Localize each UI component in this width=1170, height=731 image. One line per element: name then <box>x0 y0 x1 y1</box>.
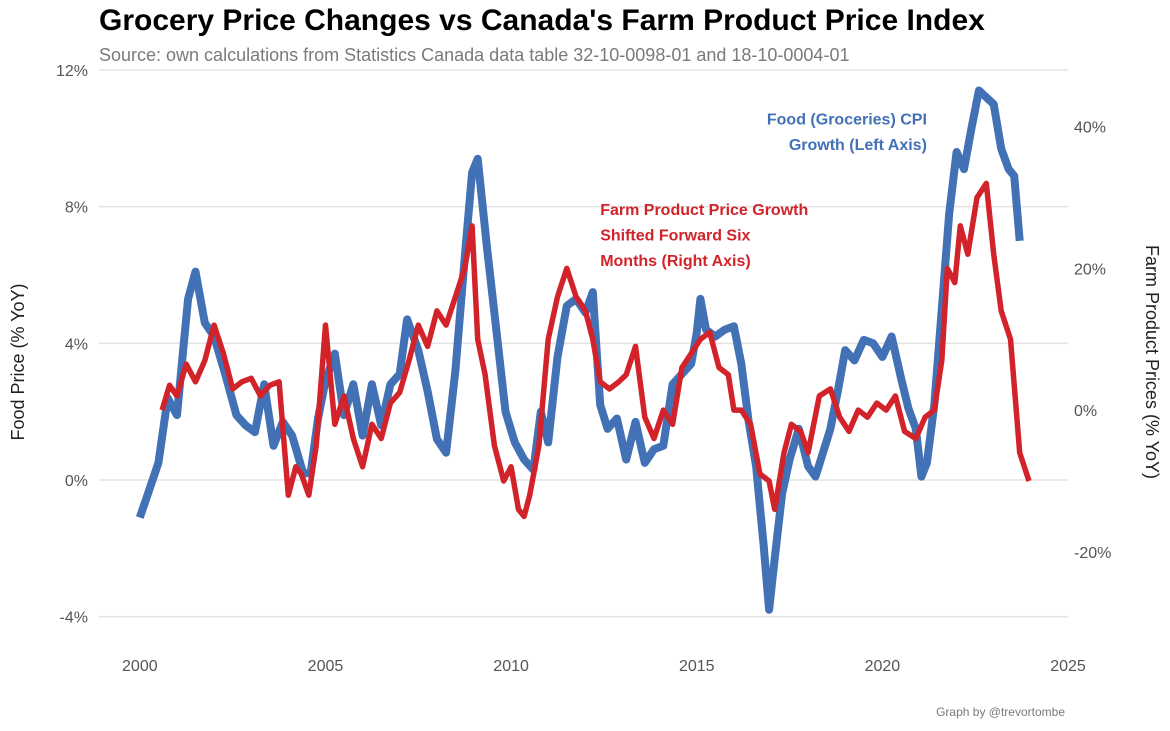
y-tick-label: 8% <box>65 200 88 217</box>
farm-price-line <box>159 180 1032 520</box>
farm-price-annotation: Shifted Forward Six <box>600 228 750 245</box>
y-tick-label: 12% <box>56 63 88 80</box>
x-tick-label: 2020 <box>865 658 901 675</box>
x-tick-label: 2015 <box>679 658 715 675</box>
y2-axis-title: Farm Product Prices (% YoY) <box>1142 245 1162 479</box>
chart-subtitle: Source: own calculations from Statistics… <box>99 45 850 65</box>
gridlines <box>99 69 1068 618</box>
y2-tick-label: 40% <box>1074 120 1106 137</box>
x-tick-label: 2000 <box>122 658 158 675</box>
series-lines <box>136 86 1032 614</box>
x-tick-label: 2025 <box>1050 658 1086 675</box>
food-cpi-line <box>136 86 1024 614</box>
x-tick-label: 2005 <box>308 658 344 675</box>
y-axis-title: Food Price (% YoY) <box>8 283 28 440</box>
tick-labels: -4% 0% 4% 8% 12% -20% 0% 20% 40% 2000 2005 2010 2015… <box>56 63 1111 675</box>
y2-tick-label: -20% <box>1074 545 1111 562</box>
y-tick-label: 0% <box>65 473 88 490</box>
farm-price-annotation: Months (Right Axis) <box>600 253 751 270</box>
food-cpi-annotation: Food (Groceries) CPI <box>767 112 927 129</box>
y2-tick-label: 0% <box>1074 403 1097 420</box>
food-cpi-annotation: Growth (Left Axis) <box>789 137 927 154</box>
y-tick-label: -4% <box>60 610 88 627</box>
x-tick-label: 2010 <box>493 658 529 675</box>
annotations: Food (Groceries) CPI Growth (Left Axis) Fa… <box>600 112 927 271</box>
y-tick-label: 4% <box>65 336 88 353</box>
graph-credit: Graph by @trevortombe <box>936 705 1065 719</box>
chart-title: Grocery Price Changes vs Canada's Farm P… <box>99 4 985 37</box>
farm-price-annotation: Farm Product Price Growth <box>600 202 808 219</box>
y2-tick-label: 20% <box>1074 261 1106 278</box>
